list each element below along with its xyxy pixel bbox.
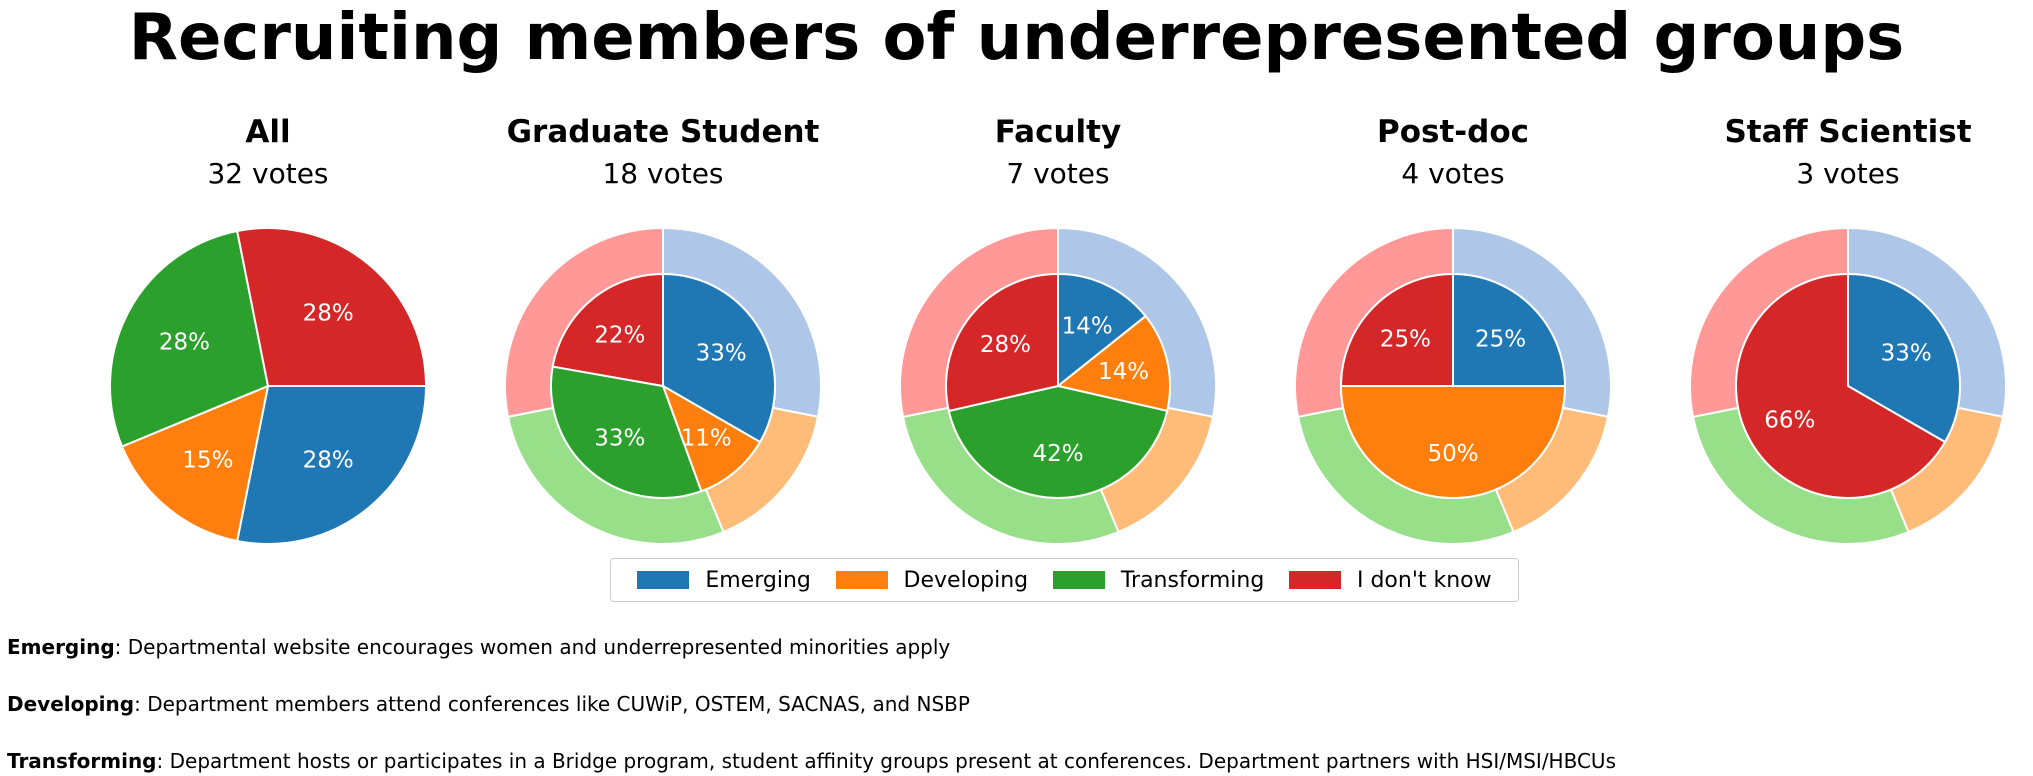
pie-slice-transforming (550, 365, 703, 499)
pie-slice-label: 11% (681, 425, 732, 451)
legend-label: I don't know (1356, 567, 1492, 593)
pie-slice-emerging (1452, 273, 1566, 387)
pie-slice-i-don-t-know (945, 273, 1059, 412)
legend-label: Developing (903, 567, 1029, 593)
pie-chart-post-doc: Post-doc 4 votes 25% 50% 25% (1294, 114, 1612, 545)
pie-slice-emerging (662, 273, 776, 443)
pie-subtitle: 32 votes (207, 157, 328, 190)
pie-slice-developing (1340, 385, 1566, 499)
pie-slice-label: 14% (1098, 359, 1149, 385)
legend: Emerging Developing Transforming I don't kn… (610, 558, 1519, 602)
legend-label: Emerging (705, 567, 811, 593)
pie-title: Graduate Student (507, 114, 820, 150)
legend-swatch (1288, 571, 1341, 589)
pie-subtitle: 4 votes (1401, 157, 1504, 190)
pie-slice-label: 28% (159, 329, 210, 355)
pie-slice-label: 33% (1881, 340, 1932, 366)
pie-slice-label: 25% (1475, 326, 1526, 352)
pie-slice-label: 22% (594, 323, 645, 349)
pie-slice-transforming (109, 230, 269, 448)
pie-slice-i-don-t-know (551, 273, 664, 387)
pie-slice-label: 28% (303, 447, 354, 473)
pie-slice-emerging (1847, 273, 1961, 443)
chart-main-title: Recruiting members of underrepresented g… (128, 1, 1905, 75)
pie-chart-faculty: Faculty 7 votes 14% 14% 42% 28% (899, 114, 1217, 545)
legend-item-developing: Developing (835, 567, 1029, 593)
pie-slice-i-don-t-know (236, 227, 427, 387)
definition-developing: Developing: Department members attend co… (7, 690, 970, 718)
legend-swatch (1052, 571, 1105, 589)
pie-chart-staff-scientist: Staff Scientist 3 votes 33% 66% (1689, 114, 2007, 545)
pie-slice-label: 14% (1062, 313, 1113, 339)
pie-slice-label: 28% (303, 301, 354, 327)
pie-chart-all: All 32 votes 28% 15% 28% 28% (109, 114, 427, 545)
legend-item-emerging: Emerging (637, 568, 811, 593)
pie-slice-developing (121, 385, 269, 542)
pie-slice-label: 15% (182, 447, 233, 473)
pie-slice-label: 66% (1764, 408, 1815, 434)
definition-text: : Departmental website encourages women … (114, 635, 951, 659)
pie-slice-developing (1057, 315, 1171, 412)
pie-slice-i-don-t-know (1735, 273, 1946, 499)
pie-title: Faculty (995, 114, 1121, 150)
definition-term: Developing (7, 692, 135, 716)
pie-subtitle: 18 votes (602, 157, 723, 190)
pie-chart-graduate-student: Graduate Student 18 votes 33% 11% 33% 22% (504, 114, 822, 545)
pie-slice-label: 28% (980, 332, 1031, 358)
definition-term: Emerging (7, 635, 115, 659)
pie-slice-label: 42% (1032, 441, 1083, 467)
legend-item-i-don-t-know: I don't know (1288, 567, 1492, 593)
definition-transforming: Transforming: Department hosts or partic… (7, 747, 1616, 775)
definition-text: : Department hosts or participates in a … (156, 749, 1616, 773)
legend-item-transforming: Transforming (1052, 567, 1265, 593)
pie-title: Post-doc (1377, 114, 1529, 150)
pie-slice-label: 33% (696, 340, 747, 366)
pie-slice-emerging (236, 385, 427, 545)
pie-slice-emerging (1057, 273, 1147, 387)
pie-slice-label: 25% (1380, 326, 1431, 352)
pie-title: All (245, 114, 290, 150)
pie-subtitle: 7 votes (1006, 157, 1109, 190)
legend-swatch (637, 571, 690, 589)
pie-slice-developing (662, 385, 761, 493)
pie-slice-label: 50% (1427, 441, 1478, 467)
pie-title: Staff Scientist (1724, 114, 1971, 150)
pie-slice-label: 33% (594, 425, 645, 451)
definition-text: : Department members attend conferences … (134, 692, 970, 716)
definition-term: Transforming (7, 749, 157, 773)
pie-subtitle: 3 votes (1796, 157, 1899, 190)
pie-slice-i-don-t-know (1340, 273, 1454, 387)
legend-swatch (835, 571, 888, 589)
definition-emerging: Emerging: Departmental website encourage… (7, 633, 950, 661)
pie-slice-transforming (947, 385, 1169, 499)
legend-label: Transforming (1120, 567, 1265, 593)
